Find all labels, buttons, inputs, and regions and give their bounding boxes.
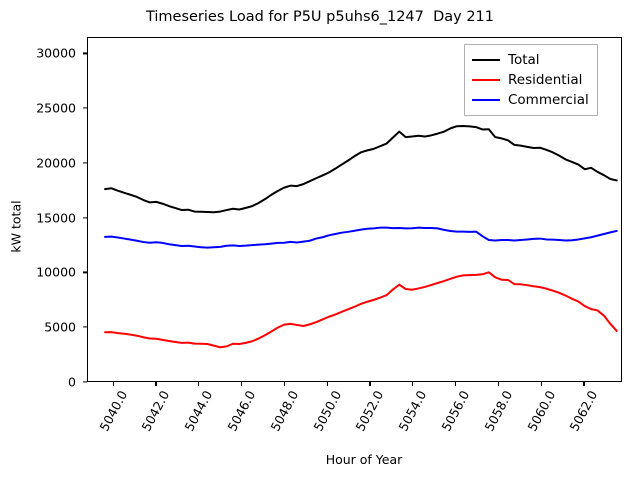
x-tick-mark — [497, 382, 500, 386]
x-tick-label: 5062.0 — [566, 388, 601, 434]
x-tick-label: 5058.0 — [481, 388, 516, 434]
y-axis-label-text: kW total — [8, 199, 24, 253]
chart-legend: Total Residential Commercial — [464, 44, 598, 116]
x-tick-mark — [455, 382, 457, 386]
legend-swatch-total — [472, 59, 500, 61]
line-total — [105, 126, 617, 212]
legend-label-total: Total — [508, 52, 540, 68]
y-tick-mark — [83, 326, 87, 328]
x-tick-mark — [326, 382, 328, 386]
y-tick-mark — [83, 217, 87, 219]
x-tick-label: 5040.0 — [96, 388, 130, 434]
x-axis-label-text: Hour of Year — [325, 452, 403, 467]
x-tick-mark — [583, 382, 585, 386]
x-tick-label: 5056.0 — [438, 388, 473, 434]
y-tick-label: 25000 — [36, 100, 76, 116]
y-tick-label: 30000 — [36, 45, 76, 61]
y-tick-label: 5000 — [44, 319, 76, 335]
x-tick-mark — [369, 382, 371, 386]
x-tick-label: 5042.0 — [138, 388, 173, 434]
x-tick-mark — [283, 382, 286, 386]
y-tick-mark — [83, 107, 87, 109]
x-tick-mark — [241, 382, 243, 386]
y-tick-label: 10000 — [36, 264, 76, 280]
y-tick-label: 15000 — [36, 210, 76, 226]
x-tick-label: 5044.0 — [181, 388, 216, 434]
x-tick-mark — [198, 382, 200, 386]
legend-item-total: Total — [472, 50, 589, 70]
x-tick-label: 5060.0 — [524, 388, 558, 434]
y-tick-mark — [83, 271, 87, 274]
x-tick-mark — [112, 382, 114, 386]
y-tick-label: 0 — [68, 374, 76, 390]
x-tick-label: 5052.0 — [352, 388, 387, 434]
y-tick-mark — [83, 162, 87, 164]
line-residential — [105, 272, 617, 347]
x-tick-label: 5046.0 — [224, 388, 259, 434]
y-tick-label: 20000 — [36, 155, 76, 171]
x-tick-label: 5054.0 — [395, 388, 430, 434]
legend-item-residential: Residential — [472, 70, 589, 90]
y-axis-label: kW total — [6, 0, 26, 480]
legend-label-residential: Residential — [508, 72, 583, 88]
series-lines — [88, 38, 621, 381]
chart-title: Timeseries Load for P5U p5uhs6_1247 Day … — [145, 9, 495, 25]
line-commercial — [105, 228, 617, 248]
x-axis-label: Hour of Year — [0, 452, 640, 467]
x-tick-mark — [540, 382, 542, 386]
legend-label-commercial: Commercial — [508, 92, 589, 108]
x-tick-mark — [155, 382, 157, 386]
y-tick-mark — [83, 52, 87, 55]
legend-item-commercial: Commercial — [472, 90, 589, 110]
x-tick-label: 5048.0 — [267, 388, 302, 434]
legend-swatch-commercial — [472, 99, 500, 101]
legend-swatch-residential — [472, 79, 500, 81]
x-tick-label: 5050.0 — [310, 388, 344, 434]
y-tick-mark — [83, 381, 87, 383]
x-tick-mark — [412, 382, 414, 386]
